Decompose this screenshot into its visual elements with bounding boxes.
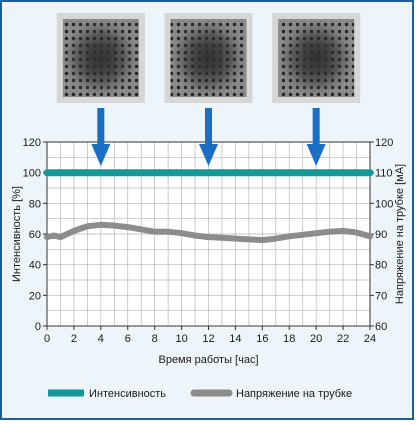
legend-label-tube-current: Напряжение на трубке <box>236 388 352 400</box>
sample-image-die <box>194 43 223 73</box>
y-left-axis-label: Интенсивность [%] <box>11 186 23 282</box>
arrow-head <box>199 144 218 166</box>
y-left-tick-label: 80 <box>29 198 41 210</box>
x-tick-label: 20 <box>310 333 322 345</box>
x-tick-label: 0 <box>44 333 50 345</box>
x-tick-label: 4 <box>98 333 104 345</box>
y-right-tick-label: 120 <box>375 137 393 149</box>
arrow-shaft <box>312 108 320 144</box>
y-right-axis-label: Напряжение на трубке [мА] <box>394 164 406 304</box>
y-left-tick-label: 40 <box>29 260 41 272</box>
x-tick-label: 22 <box>337 333 349 345</box>
y-right-tick-label: 60 <box>375 321 387 333</box>
y-left-tick-label: 100 <box>23 168 41 180</box>
y-left-tick-label: 20 <box>29 290 41 302</box>
x-tick-label: 24 <box>364 333 376 345</box>
y-left-tick-label: 0 <box>35 321 41 333</box>
sample-image-die <box>86 43 115 73</box>
x-tick-label: 6 <box>125 333 131 345</box>
y-left-tick-label: 60 <box>29 229 41 241</box>
series-line-tube-current <box>44 221 373 244</box>
down-arrow-icon <box>91 108 111 166</box>
y-right-tick-label: 80 <box>375 260 387 272</box>
legend-label-intensity: Интенсивность <box>89 388 166 400</box>
arrow-shaft <box>97 108 105 144</box>
sample-image-core-shadow <box>278 19 355 97</box>
sample-image-die <box>302 43 331 73</box>
x-tick-label: 8 <box>152 333 158 345</box>
x-tick-label: 14 <box>229 333 241 345</box>
down-arrow-icon <box>306 108 326 166</box>
x-axis-label: Время работы [час] <box>158 354 258 366</box>
y-right-tick-label: 90 <box>375 229 387 241</box>
down-arrow-icon <box>199 108 218 166</box>
arrow-head <box>306 144 326 166</box>
xray-sample-2 <box>164 13 253 103</box>
x-tick-label: 16 <box>256 333 268 345</box>
arrow-shaft <box>205 108 212 144</box>
sample-image-core-shadow <box>170 19 247 97</box>
arrow-head <box>91 144 111 166</box>
x-tick-label: 18 <box>283 333 295 345</box>
y-right-tick-label: 70 <box>375 290 387 302</box>
x-tick-label: 12 <box>202 333 214 345</box>
x-tick-label: 10 <box>175 333 187 345</box>
sample-image-core-shadow <box>62 19 139 97</box>
x-tick-label: 2 <box>71 333 77 345</box>
xray-sample-3 <box>272 13 361 103</box>
y-right-tick-label: 110 <box>375 168 393 180</box>
xray-sample-1 <box>56 13 145 103</box>
y-right-tick-label: 100 <box>375 198 393 210</box>
y-left-tick-label: 120 <box>23 137 41 149</box>
